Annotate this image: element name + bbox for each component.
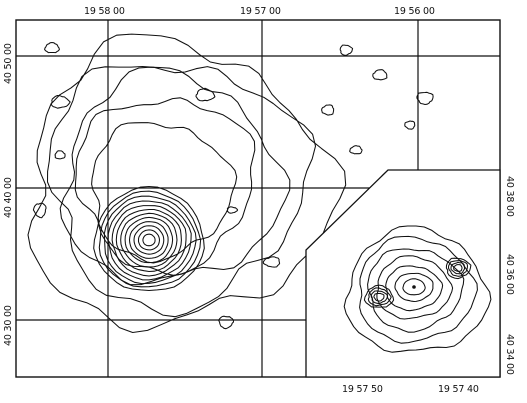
dec-label-left-2: 40 40 00 <box>3 177 14 218</box>
inset-west-lobe-contour <box>363 284 395 308</box>
main-core-contour <box>103 195 197 285</box>
inset-panel <box>305 169 501 378</box>
inset-east-lobe-contour <box>445 257 472 280</box>
main-core-contour <box>128 221 169 259</box>
inset-east-lobe-contour <box>450 261 466 275</box>
main-blob-contour <box>321 104 335 116</box>
inset-contour <box>394 272 434 303</box>
main-blob-contour <box>32 202 47 219</box>
main-core-contour <box>115 208 182 273</box>
main-blob-contour <box>262 256 281 268</box>
inset-east-lobe-contour <box>453 264 463 272</box>
main-core-contour <box>137 229 161 251</box>
main-core-contour <box>120 212 178 268</box>
main-blob-contour <box>226 206 239 214</box>
main-core-contour <box>111 205 187 277</box>
main-blob-contour <box>218 315 235 330</box>
main-core-contour <box>93 185 205 292</box>
main-core-contour <box>142 233 156 247</box>
inset-west-lobe-contour <box>367 287 392 307</box>
main-envelope-contour <box>27 33 347 334</box>
main-core-contour <box>124 216 174 264</box>
inset-ra-label-1: 19 57 50 <box>342 384 383 395</box>
main-envelope-contour <box>59 66 291 286</box>
inset-contour <box>367 248 465 333</box>
inset-contour <box>359 235 478 344</box>
inset-ra-label-2: 19 57 40 <box>438 384 479 395</box>
main-envelope-contour <box>74 97 256 276</box>
dec-label-left-3: 40 30 00 <box>3 305 14 346</box>
inset-contours <box>343 225 492 353</box>
ra-label-top-2: 19 57 00 <box>240 6 281 17</box>
inset-west-lobe-contour <box>370 290 389 305</box>
ra-label-top-3: 19 56 00 <box>394 6 435 17</box>
main-envelope-contour <box>46 65 317 318</box>
inset-core-dot <box>412 285 416 289</box>
main-core-contour <box>133 225 165 255</box>
inset-west-lobe-contour <box>373 292 385 302</box>
main-core-contour <box>98 190 202 288</box>
main-blob-contour <box>195 87 216 102</box>
main-blob-contour <box>416 91 434 106</box>
inset-east-lobe-contour <box>447 260 469 277</box>
main-blob-contour <box>50 94 71 109</box>
main-blob-contour <box>404 120 416 130</box>
dec-label-left-1: 40 50 00 <box>3 43 14 84</box>
main-blob-contour <box>372 69 388 81</box>
inset-contour <box>343 225 492 353</box>
main-blob-contour <box>54 150 66 160</box>
inset-dec-label-1: 40 38 00 <box>504 176 515 217</box>
main-envelope-contour <box>91 122 238 264</box>
inset-contour <box>402 278 426 296</box>
main-contours <box>27 33 434 334</box>
main-blob-contour <box>339 44 354 56</box>
main-core-contour <box>107 200 192 281</box>
main-blob-contour <box>44 41 60 54</box>
inset-dec-label-2: 40 36 00 <box>504 254 515 295</box>
ra-label-top-1: 19 58 00 <box>84 6 125 17</box>
inset-dec-label-3: 40 34 00 <box>504 334 515 375</box>
main-blob-contour <box>349 145 363 155</box>
